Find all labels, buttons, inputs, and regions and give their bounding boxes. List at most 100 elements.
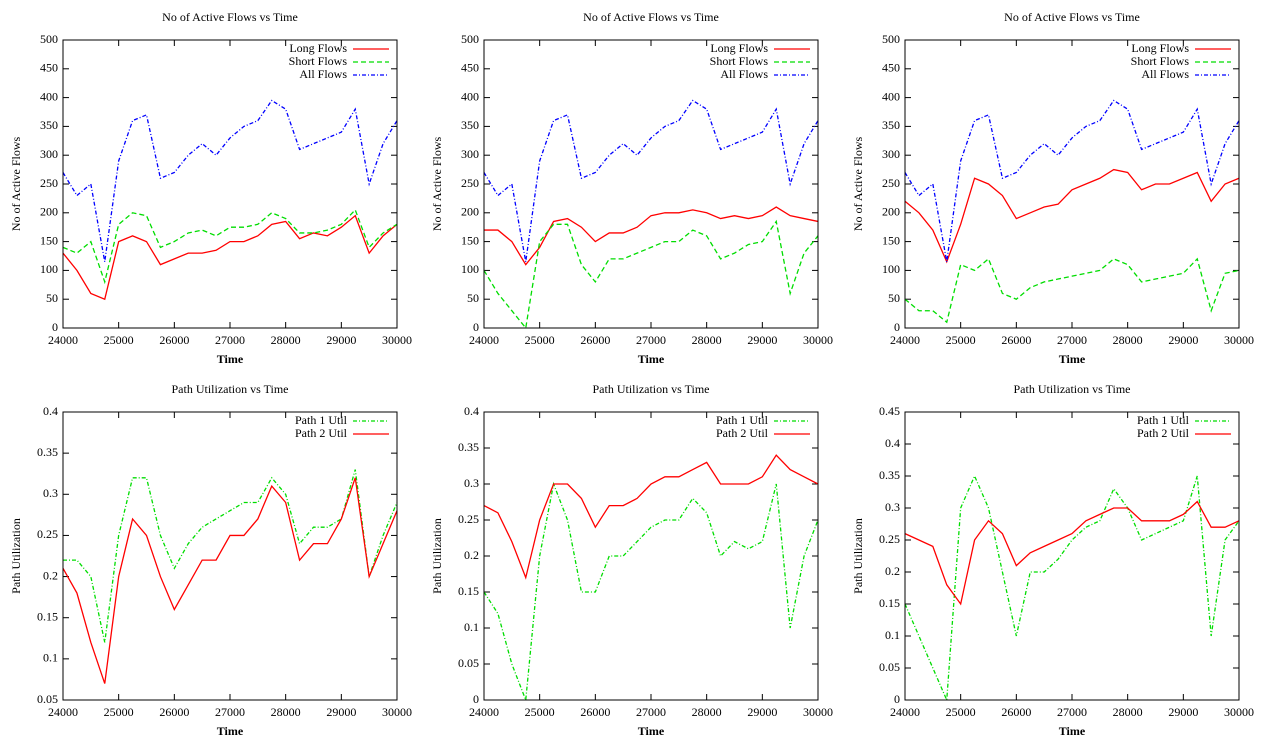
y-tick-label: 0.15 xyxy=(37,609,58,623)
y-tick-label: 0.3 xyxy=(43,486,58,500)
y-tick-label: 0.45 xyxy=(879,404,900,418)
x-tick-label: 27000 xyxy=(215,705,245,719)
y-tick-label: 0 xyxy=(473,692,479,706)
y-tick-label: 450 xyxy=(40,61,58,75)
x-tick-label: 28000 xyxy=(271,333,301,347)
x-axis-label: Time xyxy=(638,352,665,366)
y-tick-label: 0.2 xyxy=(43,568,58,582)
y-tick-label: 0.35 xyxy=(879,468,900,482)
x-axis-label: Time xyxy=(638,724,665,738)
y-tick-label: 450 xyxy=(461,61,479,75)
y-tick-label: 400 xyxy=(461,89,479,103)
x-tick-label: 27000 xyxy=(1057,705,1087,719)
legend-label: Short Flows xyxy=(289,54,348,68)
x-tick-label: 29000 xyxy=(747,705,777,719)
x-tick-label: 28000 xyxy=(1113,333,1143,347)
series-line xyxy=(483,219,819,330)
x-tick-label: 30000 xyxy=(382,333,412,347)
series-line xyxy=(484,206,819,266)
y-tick-label: 0.1 xyxy=(885,628,900,642)
x-axis-label: Time xyxy=(1059,724,1086,738)
x-tick-label: 28000 xyxy=(692,333,722,347)
y-axis-label: Path Utilization xyxy=(430,518,444,594)
y-tick-label: 0.3 xyxy=(464,476,479,490)
y-tick-label: 300 xyxy=(461,147,479,161)
y-tick-label: 0.05 xyxy=(879,660,900,674)
y-tick-label: 0.3 xyxy=(885,500,900,514)
chart-title: No of Active Flows vs Time xyxy=(1004,10,1140,24)
y-tick-label: 0.35 xyxy=(458,440,479,454)
y-tick-label: 150 xyxy=(882,233,900,247)
x-tick-label: 24000 xyxy=(48,333,78,347)
y-tick-label: 400 xyxy=(40,89,58,103)
y-tick-label: 500 xyxy=(40,32,58,46)
y-tick-label: 250 xyxy=(461,176,479,190)
legend-label: Path 1 Util xyxy=(1137,413,1190,427)
y-tick-label: 0.4 xyxy=(885,436,900,450)
legend-label: Path 2 Util xyxy=(1137,426,1190,440)
chart: Path Utilization vs Time Time Path Utiliza… xyxy=(851,382,1254,738)
x-tick-label: 30000 xyxy=(1224,705,1254,719)
y-tick-label: 0.25 xyxy=(458,512,479,526)
y-tick-label: 300 xyxy=(40,147,58,161)
x-tick-label: 25000 xyxy=(104,333,134,347)
plot-frame xyxy=(62,39,398,329)
x-tick-label: 26000 xyxy=(1001,705,1031,719)
series-line xyxy=(904,474,1240,701)
x-tick-label: 26000 xyxy=(580,333,610,347)
series-line xyxy=(62,99,398,262)
y-tick-label: 0.05 xyxy=(458,656,479,670)
y-tick-label: 0.15 xyxy=(879,596,900,610)
plot-frame xyxy=(904,411,1240,701)
y-tick-label: 200 xyxy=(40,205,58,219)
x-tick-label: 29000 xyxy=(326,705,356,719)
x-tick-label: 30000 xyxy=(803,333,833,347)
x-tick-label: 24000 xyxy=(469,333,499,347)
series-line xyxy=(483,99,819,262)
x-tick-label: 27000 xyxy=(1057,333,1087,347)
series-line xyxy=(62,214,398,301)
chart: No of Active Flows vs Time Time No of Acti… xyxy=(9,10,412,366)
legend-label: All Flows xyxy=(1141,67,1189,81)
y-axis-label: No of Active Flows xyxy=(430,137,444,232)
x-tick-label: 29000 xyxy=(1168,333,1198,347)
legend-label: Path 1 Util xyxy=(295,413,348,427)
plot-frame xyxy=(483,39,819,329)
plot-frame xyxy=(483,411,819,701)
x-tick-label: 30000 xyxy=(803,705,833,719)
y-tick-label: 0.25 xyxy=(879,532,900,546)
y-tick-label: 150 xyxy=(461,233,479,247)
x-tick-label: 28000 xyxy=(271,705,301,719)
legend-label: Long Flows xyxy=(289,41,347,55)
y-tick-label: 100 xyxy=(461,262,479,276)
plot-frame xyxy=(904,39,1240,329)
x-axis-label: Time xyxy=(1059,352,1086,366)
chart: Path Utilization vs Time Time Path Utiliza… xyxy=(9,382,412,738)
y-tick-label: 250 xyxy=(882,176,900,190)
x-tick-label: 26000 xyxy=(580,705,610,719)
chart-title: Path Utilization vs Time xyxy=(592,382,709,396)
chart-title: Path Utilization vs Time xyxy=(171,382,288,396)
x-tick-label: 30000 xyxy=(382,705,412,719)
x-tick-label: 27000 xyxy=(636,333,666,347)
y-tick-label: 100 xyxy=(40,262,58,276)
y-tick-label: 0 xyxy=(52,320,58,334)
x-tick-label: 25000 xyxy=(946,705,976,719)
legend-label: Path 2 Util xyxy=(295,426,348,440)
x-tick-label: 25000 xyxy=(946,333,976,347)
x-axis-label: Time xyxy=(217,352,244,366)
chart: No of Active Flows vs Time Time No of Acti… xyxy=(430,10,833,366)
y-tick-label: 350 xyxy=(461,118,479,132)
chart: No of Active Flows vs Time Time No of Acti… xyxy=(851,10,1254,366)
x-tick-label: 26000 xyxy=(159,705,189,719)
x-tick-label: 30000 xyxy=(1224,333,1254,347)
x-tick-label: 25000 xyxy=(525,333,555,347)
series-line xyxy=(904,257,1240,324)
y-tick-label: 100 xyxy=(882,262,900,276)
y-tick-label: 0 xyxy=(894,692,900,706)
series-line xyxy=(904,168,1240,264)
y-tick-label: 350 xyxy=(882,118,900,132)
x-tick-label: 25000 xyxy=(525,705,555,719)
legend-label: All Flows xyxy=(299,67,347,81)
x-tick-label: 27000 xyxy=(636,705,666,719)
